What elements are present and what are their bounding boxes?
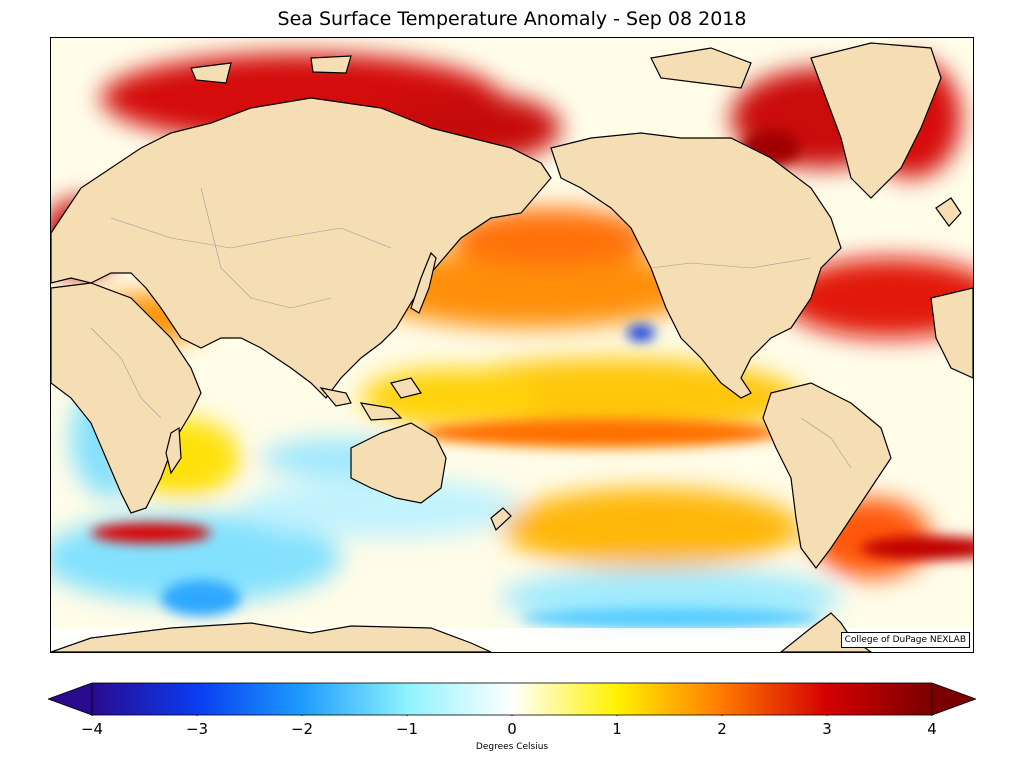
country-borders bbox=[90, 187, 852, 469]
credit-box: College of DuPage NEXLAB bbox=[840, 632, 970, 648]
japan-landmass bbox=[410, 251, 437, 314]
land-masses bbox=[51, 42, 973, 652]
madagascar-landmass bbox=[165, 426, 182, 475]
colorbar-body bbox=[91, 682, 933, 716]
eurasia-landmass bbox=[51, 97, 552, 399]
australia-landmass bbox=[350, 422, 447, 504]
antarctica-landmass bbox=[51, 622, 492, 652]
anomaly-field bbox=[51, 38, 973, 652]
greenland-landmass bbox=[810, 42, 942, 199]
indonesia-islands bbox=[319, 377, 422, 421]
north-america-landmass bbox=[550, 132, 842, 399]
colorbar-tick-label: −3 bbox=[185, 720, 209, 738]
south-america-landmass bbox=[762, 382, 892, 569]
chart-title: Sea Surface Temperature Anomaly - Sep 08… bbox=[277, 8, 747, 30]
west-africa-edge bbox=[930, 287, 973, 379]
colorbar-tick-label: 1 bbox=[612, 720, 622, 738]
uk-ireland-landmass bbox=[935, 197, 962, 227]
new-zealand-landmass bbox=[490, 507, 512, 532]
sst-anomaly-map: College of DuPage NEXLAB bbox=[50, 37, 974, 653]
colorbar-tick-label: 2 bbox=[717, 720, 727, 738]
colorbar-tick-label: 3 bbox=[822, 720, 832, 738]
colorbar-tick-label: 4 bbox=[927, 720, 937, 738]
colorbar-tick-label: 0 bbox=[507, 720, 517, 738]
colorbar-tick-label: −1 bbox=[395, 720, 419, 738]
colorbar-label: Degrees Celsius bbox=[475, 742, 549, 752]
map-canvas bbox=[51, 38, 973, 652]
colorbar-extend-max bbox=[931, 682, 976, 716]
colorbar-extend-min bbox=[48, 682, 93, 716]
colorbar-tick-label: −4 bbox=[80, 720, 104, 738]
colorbar-tick-label: −2 bbox=[290, 720, 314, 738]
colorbar-ticks bbox=[91, 715, 933, 716]
arctic-islands bbox=[190, 47, 752, 89]
colorbar bbox=[48, 682, 976, 716]
